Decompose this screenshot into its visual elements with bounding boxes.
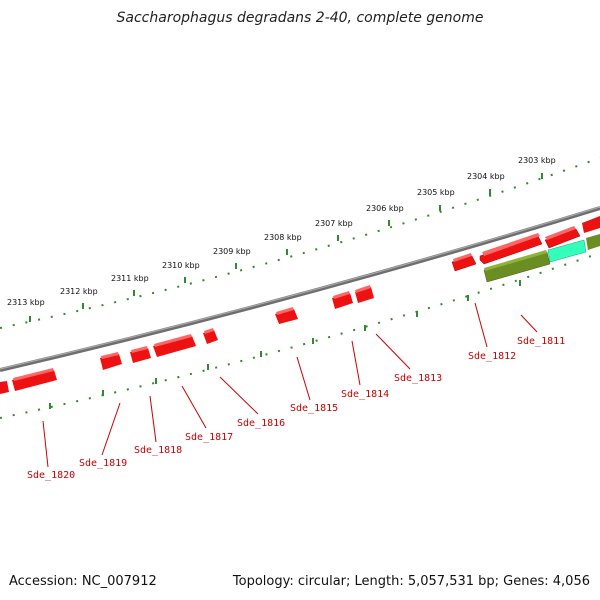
genome-stats-text: Topology: circular; Length: 5,057,531 bp… — [232, 574, 590, 589]
kbp-labels: 2303 kbp 2304 kbp 2305 kbp 2306 kbp 2307 kbp… — [7, 156, 556, 307]
gene-blocks — [0, 216, 600, 394]
gene-block — [12, 370, 57, 391]
kbp-label: 2312 kbp — [60, 287, 98, 296]
leader-line — [474, 302, 488, 348]
leader-line — [149, 395, 157, 443]
kbp-label: 2306 kbp — [366, 204, 404, 213]
gene-label: Sde_1818 — [134, 445, 182, 456]
kbp-label: 2309 kbp — [213, 247, 251, 256]
gene-block-highlight — [547, 239, 587, 263]
leader-line — [520, 314, 538, 333]
gene-block — [582, 216, 600, 233]
leader-line — [42, 420, 49, 468]
kbp-label: 2305 kbp — [417, 188, 455, 197]
leader-line — [101, 402, 121, 456]
kbp-label: 2307 kbp — [315, 219, 353, 228]
inner-scale-dots — [0, 252, 600, 419]
kbp-label: 2310 kbp — [162, 261, 200, 270]
gene-label: Sde_1820 — [27, 470, 75, 481]
leader-line — [219, 376, 259, 415]
genome-backbone — [0, 206, 600, 372]
kbp-label: 2311 kbp — [111, 274, 149, 283]
leader-line — [351, 340, 361, 386]
gene-label: Sde_1814 — [341, 389, 389, 400]
accession-text: Accession: NC_007912 — [9, 574, 157, 589]
leader-line — [296, 356, 311, 401]
leader-line — [375, 333, 411, 370]
kbp-label: 2303 kbp — [518, 156, 556, 165]
gene-block — [203, 330, 218, 344]
gene-label: Sde_1813 — [394, 373, 442, 384]
kbp-label: 2313 kbp — [7, 298, 45, 307]
gene-label: Sde_1811 — [517, 336, 565, 347]
gene-label: Sde_1819 — [79, 458, 127, 469]
leader-line — [181, 385, 207, 429]
gene-label: Sde_1816 — [237, 418, 285, 429]
gene-label: Sde_1815 — [290, 403, 338, 414]
outer-major-ticks — [29, 173, 543, 322]
gene-leader-lines — [42, 302, 538, 468]
inner-major-ticks — [49, 280, 521, 409]
map-title: Saccharophagus degradans 2-40, complete … — [116, 10, 484, 26]
gene-label: Sde_1817 — [185, 432, 233, 443]
gene-label: Sde_1812 — [468, 351, 516, 362]
kbp-label: 2304 kbp — [467, 172, 505, 181]
kbp-label: 2308 kbp — [264, 233, 302, 242]
gene-block — [153, 336, 196, 357]
gene-block-olive — [586, 234, 600, 250]
gene-block — [0, 381, 9, 394]
